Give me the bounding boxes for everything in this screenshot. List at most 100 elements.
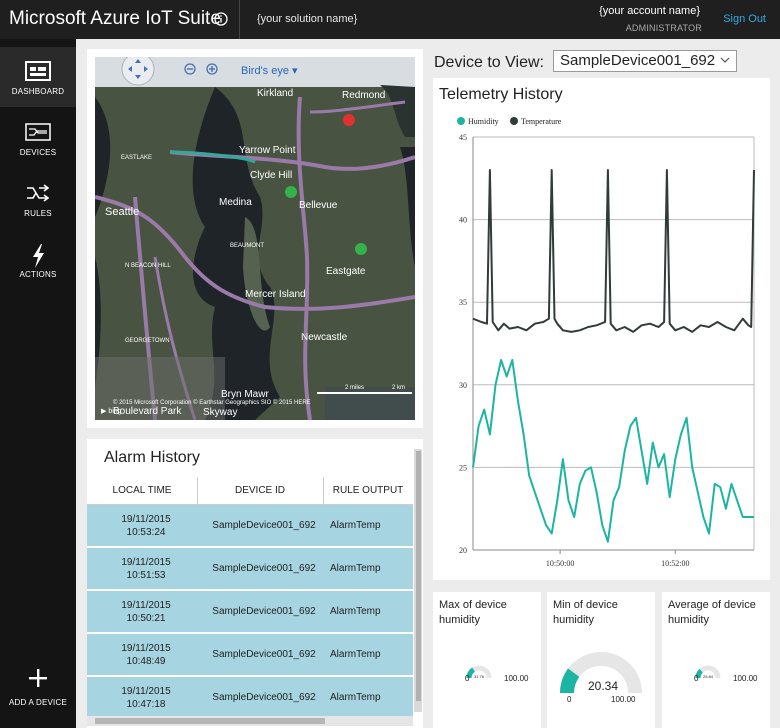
alarm-device-id: SampleDevice001_692 (212, 649, 316, 660)
gauge-max-label: 100.00 (611, 695, 636, 704)
rules-icon (27, 184, 50, 202)
gauge-dial (560, 652, 642, 694)
alarm-time: 19/11/2015 10:50:21 (87, 599, 205, 625)
alarm-rule-output: AlarmTemp (330, 692, 381, 703)
device-pin[interactable] (355, 243, 367, 255)
alarm-rule-output: AlarmTemp (330, 563, 381, 574)
alarm-scroll-thumb[interactable] (416, 451, 421, 701)
y-tick-label: 35 (459, 298, 467, 307)
gauge-min-label: 0 (694, 674, 699, 683)
account-role: ADMINISTRATOR (625, 23, 702, 33)
map-label: GEORGETOWN (125, 338, 170, 344)
nav-actions[interactable]: ACTIONS (0, 230, 76, 290)
column-header-device-id[interactable]: DEVICE ID (234, 485, 285, 496)
column-header-rule-output[interactable]: RULE OUTPUT (332, 485, 404, 496)
map-label: Bellevue (299, 200, 338, 211)
chevron-down-icon (720, 57, 730, 63)
alarm-clock: 10:51:53 (126, 570, 166, 581)
table-row[interactable]: 19/11/2015 10:48:49 SampleDevice001_692 Ala… (87, 634, 413, 676)
table-row[interactable]: 19/11/2015 10:53:24 SampleDevice001_692 Ala… (87, 505, 413, 547)
map-label: EASTLAKE (121, 155, 152, 161)
gauge-title: Min of device humidity (553, 599, 618, 626)
legend-marker (457, 117, 465, 125)
series-line-humidity (472, 359, 754, 543)
gauge-dial: 31.76 (466, 665, 492, 679)
map-label: Eastgate (326, 266, 366, 277)
gauge-max-label: 100.00 (733, 674, 758, 683)
nav-rules[interactable]: RULES (0, 169, 76, 229)
telemetry-card: Telemetry History Humidity Temperature 20 2… (433, 78, 770, 580)
alarm-clock: 10:48:49 (126, 656, 166, 667)
y-tick-label: 40 (459, 216, 467, 225)
info-icon[interactable] (214, 12, 228, 26)
alarm-clock: 10:53:24 (126, 527, 166, 538)
alarm-clock: 10:47:18 (126, 699, 166, 710)
device-select-value: SampleDevice001_692 (560, 52, 716, 69)
alarm-date: 19/11/2015 (121, 686, 171, 697)
map-view-label: Bird's eye (241, 65, 289, 77)
alarm-date: 19/11/2015 (121, 557, 171, 568)
gauge-fill (560, 668, 580, 694)
map-label: Kirkland (257, 88, 293, 99)
device-select[interactable]: SampleDevice001_692 (553, 50, 737, 72)
nav-devices[interactable]: DEVICES (0, 108, 76, 168)
y-tick-label: 25 (459, 463, 467, 472)
map-pan-control[interactable] (121, 57, 155, 86)
gauge-min-humidity: Min of device humidity 20.34 0 100.00 (547, 592, 655, 728)
alarm-rule-output: AlarmTemp (330, 606, 381, 617)
map-scale-miles: 2 miles (345, 385, 364, 391)
gauge-min-label: 0 (567, 695, 572, 704)
add-device-button[interactable]: ADD A DEVICE (0, 668, 76, 718)
alarm-history-title: Alarm History (104, 449, 201, 466)
solution-name: {your solution name} (257, 13, 358, 25)
gauge-fill (466, 667, 476, 679)
table-row[interactable]: 19/11/2015 10:47:18 SampleDevice001_692 Ala… (87, 677, 413, 719)
map-label: Mercer Island (245, 289, 306, 300)
gauge-max-label: 100.00 (504, 674, 529, 683)
gauge-fill (695, 668, 704, 679)
legend-entry: Temperature (521, 117, 562, 126)
nav-label-devices: DEVICES (19, 148, 57, 157)
y-tick-label: 20 (459, 546, 467, 555)
series-line-temperature (472, 169, 755, 333)
map-label: Boulevard Park (113, 406, 182, 417)
sidebar: DASHBOARD DEVICES RULES ACTIONS ADD A DE… (0, 39, 76, 728)
alarm-date: 19/11/2015 (121, 600, 171, 611)
alarm-hscroll-thumb[interactable] (95, 718, 325, 724)
map-label: Seattle (105, 206, 139, 218)
plus-icon (29, 669, 47, 687)
telemetry-title: Telemetry History (439, 86, 563, 103)
alarm-history-card: Alarm History LOCAL TIME DEVICE ID RULE … (87, 439, 423, 728)
map-label: Redmond (342, 90, 385, 101)
table-row[interactable]: 19/11/2015 10:50:21 SampleDevice001_692 Ala… (87, 591, 413, 633)
gauge-value: 25.84 (703, 674, 714, 679)
zoom-out-icon[interactable] (184, 63, 196, 75)
device-pin[interactable] (285, 186, 297, 198)
y-tick-label: 45 (459, 133, 467, 142)
add-device-label: ADD A DEVICE (9, 698, 67, 707)
column-header-local-time[interactable]: LOCAL TIME (112, 485, 172, 496)
legend-marker (510, 117, 518, 125)
device-map[interactable]: Kirkland Redmond Yarrow Point Clyde Hill… (95, 57, 415, 420)
table-row[interactable]: 19/11/2015 10:51:53 SampleDevice001_692 Ala… (87, 548, 413, 590)
alarm-device-id: SampleDevice001_692 (212, 692, 316, 703)
alarm-device-id: SampleDevice001_692 (212, 606, 316, 617)
map-label: Yarrow Point (239, 145, 296, 156)
alarm-time: 19/11/2015 10:53:24 (87, 513, 205, 539)
zoom-in-icon[interactable] (206, 63, 218, 75)
alarm-device-pin[interactable] (343, 114, 355, 126)
account-name: {your account name} (599, 5, 700, 17)
telemetry-chart: Humidity Temperature 20 25 30 35 40 45 10:50:00 1… (457, 117, 755, 568)
device-map-card: Kirkland Redmond Yarrow Point Clyde Hill… (87, 49, 423, 428)
nav-dashboard[interactable]: DASHBOARD (0, 47, 76, 107)
alarm-time: 19/11/2015 10:51:53 (87, 556, 205, 582)
map-label: Newcastle (301, 332, 348, 343)
bing-logo: ▶ bing (101, 408, 122, 415)
sign-out-link[interactable]: Sign Out (723, 13, 766, 25)
map-label: Clyde Hill (250, 170, 292, 181)
top-bar: Microsoft Azure IoT Suite {your solution… (0, 0, 780, 39)
alarm-rule-output: AlarmTemp (330, 520, 381, 531)
map-view-selector[interactable]: Bird's eye ▾ (241, 65, 298, 77)
map-imagery: Kirkland Redmond Yarrow Point Clyde Hill… (95, 57, 415, 420)
dashboard-icon (25, 61, 51, 81)
